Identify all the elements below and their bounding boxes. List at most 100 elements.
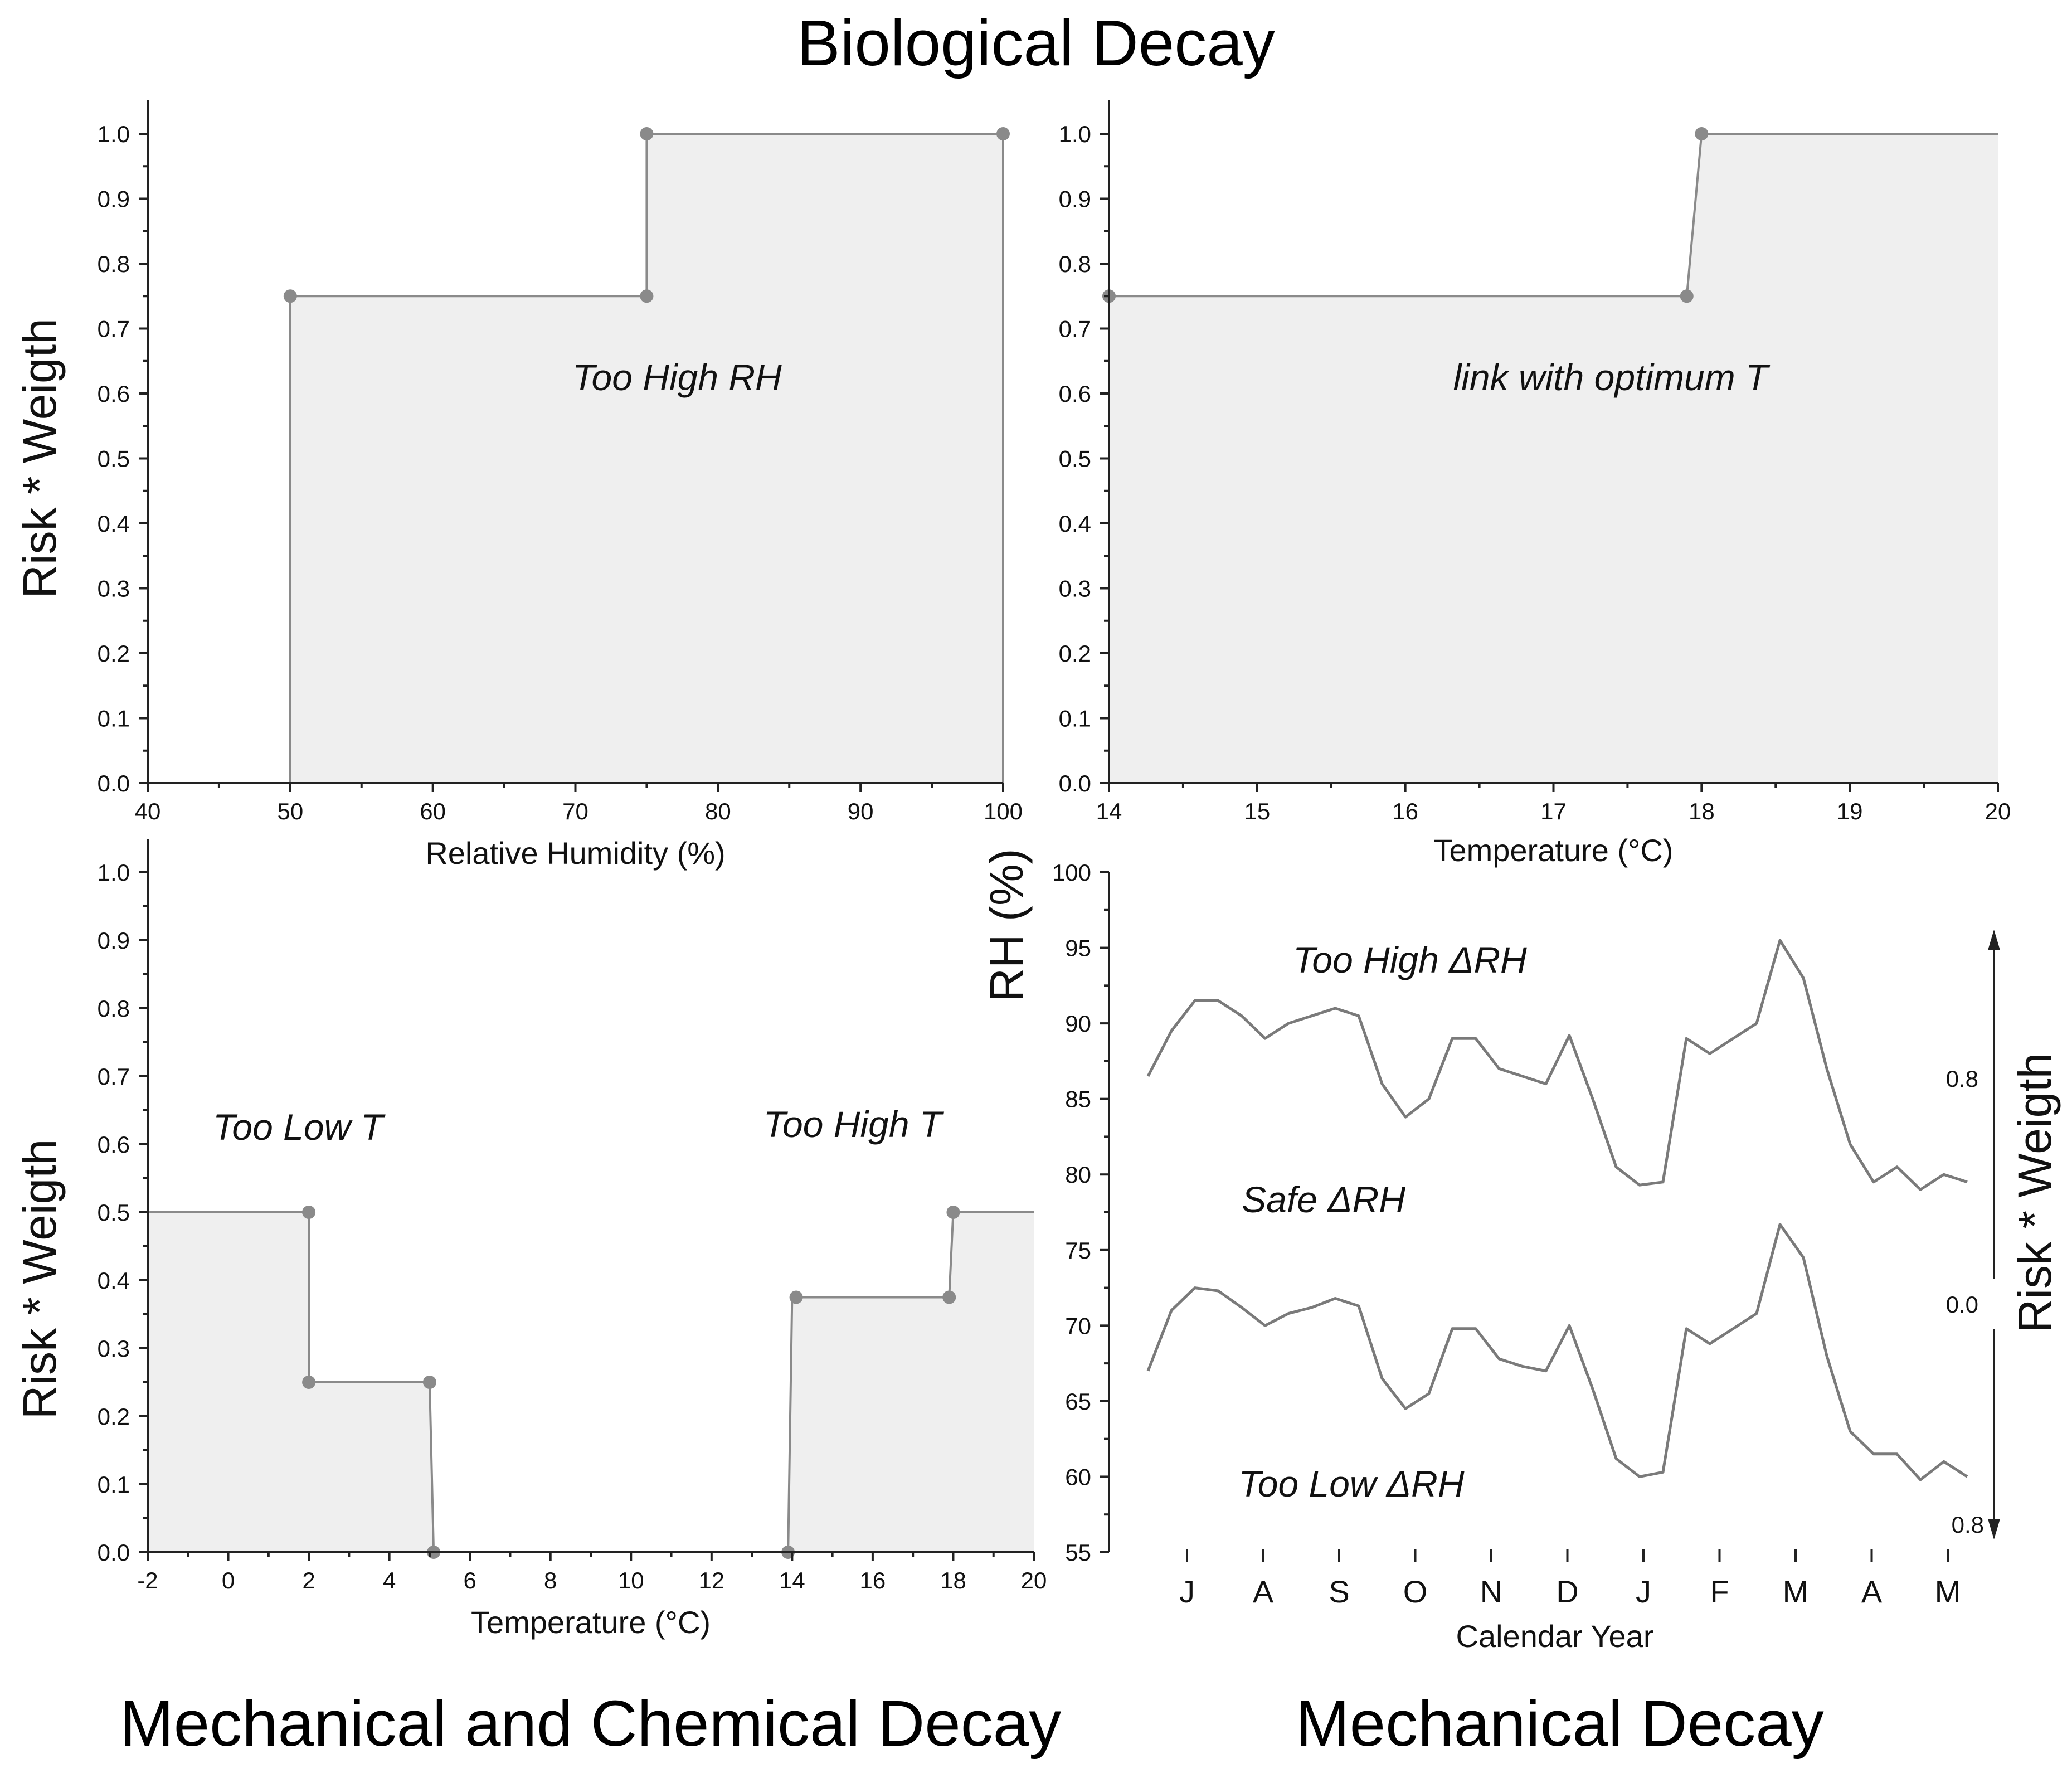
x-tick-label: 18 [1689, 798, 1715, 824]
x-tick-label: 16 [860, 1567, 886, 1593]
x-tick-label: 14 [779, 1567, 805, 1593]
y-tick-label: 0.4 [1059, 511, 1091, 537]
x-tick-label: 19 [1837, 798, 1863, 824]
y-tick-label: 0.0 [1059, 770, 1091, 796]
y-tick-label: 0.8 [98, 995, 130, 1022]
y-tick-label: 1.0 [98, 121, 130, 147]
annotation-too-low-t: Too Low T [213, 1106, 386, 1148]
month-label: F [1710, 1574, 1729, 1609]
x-tick-label: 4 [383, 1567, 396, 1593]
x-tick-label: 8 [544, 1567, 557, 1593]
y-axis-label: Risk * Weigth [13, 318, 66, 599]
y-tick-label: 0.6 [98, 1131, 130, 1158]
y-tick-label: 0.1 [98, 1471, 130, 1498]
y-tick-label: 100 [1052, 859, 1091, 886]
arrow-down-head [1988, 1519, 2000, 1539]
x-tick-label: 20 [1021, 1567, 1047, 1593]
data-point [789, 1290, 803, 1304]
y-tick-label: 0.6 [98, 381, 130, 407]
x-tick-label: 0 [222, 1567, 235, 1593]
right-label-mid: 0.0 [1946, 1291, 1978, 1318]
data-point [640, 127, 654, 140]
y-tick-label: 60 [1065, 1464, 1091, 1490]
y-tick-label: 0.3 [98, 576, 130, 602]
annotation-too-high-drh: Too High ΔRH [1293, 939, 1527, 980]
data-point [302, 1376, 316, 1389]
y-tick-label: 0.5 [98, 1199, 130, 1226]
risk-step-area [1109, 134, 1998, 783]
y-tick-label: 65 [1065, 1388, 1091, 1415]
x-tick-label: 15 [1244, 798, 1270, 824]
y-tick-label: 1.0 [98, 859, 130, 886]
y-tick-label: 0.3 [98, 1335, 130, 1362]
x-tick-label: 40 [135, 798, 161, 824]
month-label: S [1329, 1574, 1349, 1609]
x-tick-label: 6 [464, 1567, 476, 1593]
y-tick-label: 0.4 [98, 1267, 130, 1294]
right-axis-label: Risk * Weigth [2008, 1053, 2061, 1333]
y-tick-label: 80 [1065, 1162, 1091, 1188]
month-label: J [1179, 1574, 1195, 1609]
chart-bio-t: 0.0 0.1 0.2 0.3 0.4 0.5 0.6 0.7 0.8 0.9 1.0 14 15 16 1… [1059, 100, 2011, 868]
y-tick-label: 0.4 [98, 511, 130, 537]
y-tick-label: 0.0 [98, 770, 130, 796]
data-point [1695, 127, 1709, 140]
title-mechanical-chemical-decay: Mechanical and Chemical Decay [120, 1687, 1062, 1760]
x-tick-label: 100 [984, 798, 1023, 824]
x-tick-label: 17 [1540, 798, 1567, 824]
risk-step-line [1109, 133, 1998, 298]
data-point [640, 289, 654, 303]
x-tick-label: -2 [137, 1567, 158, 1593]
x-tick-label: 80 [705, 798, 731, 824]
annotation-link-optimum-t: link with optimum T [1453, 357, 1771, 398]
chart-mech-rh: 55 60 65 70 75 80 85 90 95 100 J A S O N D J F M A M Calendar… [980, 848, 2061, 1654]
data-point [942, 1290, 956, 1304]
chart-bio-rh: 0.0 0.1 0.2 0.3 0.4 0.5 0.6 0.7 0.8 0.9 1.0 40 50 60 7… [13, 100, 1023, 871]
y-tick-label: 0.2 [98, 640, 130, 667]
lower-rh-series [1146, 1223, 1968, 1481]
title-biological-decay: Biological Decay [797, 7, 1275, 79]
annotation-too-high-rh: Too High RH [572, 357, 782, 398]
month-label: J [1636, 1574, 1651, 1609]
arrow-up-head [1988, 930, 2000, 950]
right-label-bottom: 0.8 [1952, 1512, 1984, 1538]
y-tick-label: 0.8 [98, 251, 130, 277]
x-tick-label: 18 [940, 1567, 966, 1593]
y-tick-label: 95 [1065, 935, 1091, 961]
month-label: M [1935, 1574, 1961, 1609]
too-high-t-step-area [788, 1212, 1034, 1552]
x-tick-label: 90 [848, 798, 874, 824]
y-tick-label: 0.7 [1059, 316, 1091, 342]
y-tick-label: 1.0 [1059, 121, 1091, 147]
y-tick-label: 0.5 [1059, 446, 1091, 472]
upper-rh-series [1146, 939, 1968, 1191]
y-tick-label: 55 [1065, 1539, 1091, 1566]
data-point [1680, 289, 1694, 303]
data-point [302, 1206, 316, 1219]
y-tick-label: 0.3 [1059, 576, 1091, 602]
y-tick-label: 0.5 [98, 446, 130, 472]
x-axis-label: Temperature (°C) [1433, 833, 1673, 868]
x-tick-label: 10 [618, 1567, 644, 1593]
right-label-top: 0.8 [1946, 1066, 1978, 1092]
y-tick-label: 70 [1065, 1313, 1091, 1339]
too-low-t-step-area [148, 1212, 434, 1552]
y-tick-label: 0.8 [1059, 251, 1091, 277]
risk-step-line [289, 133, 1004, 783]
data-point [422, 1376, 436, 1389]
month-label: O [1403, 1574, 1428, 1609]
y-axis-label: RH (%) [980, 848, 1033, 1002]
y-tick-label: 0.1 [1059, 706, 1091, 732]
annotation-safe-drh: Safe ΔRH [1242, 1179, 1405, 1220]
month-label: M [1783, 1574, 1809, 1609]
chart-mc-t: 0.0 0.1 0.2 0.3 0.4 0.5 0.6 0.7 0.8 0.9 1.0 -2 0 2 4 6 8… [13, 839, 1047, 1640]
data-point [946, 1206, 960, 1219]
x-axis-label: Temperature (°C) [471, 1605, 711, 1640]
month-label: D [1556, 1574, 1578, 1609]
x-tick-label: 20 [1985, 798, 2011, 824]
data-point [283, 289, 297, 303]
month-label: A [1253, 1574, 1274, 1609]
x-tick-label: 12 [698, 1567, 724, 1593]
y-tick-label: 0.2 [1059, 640, 1091, 667]
